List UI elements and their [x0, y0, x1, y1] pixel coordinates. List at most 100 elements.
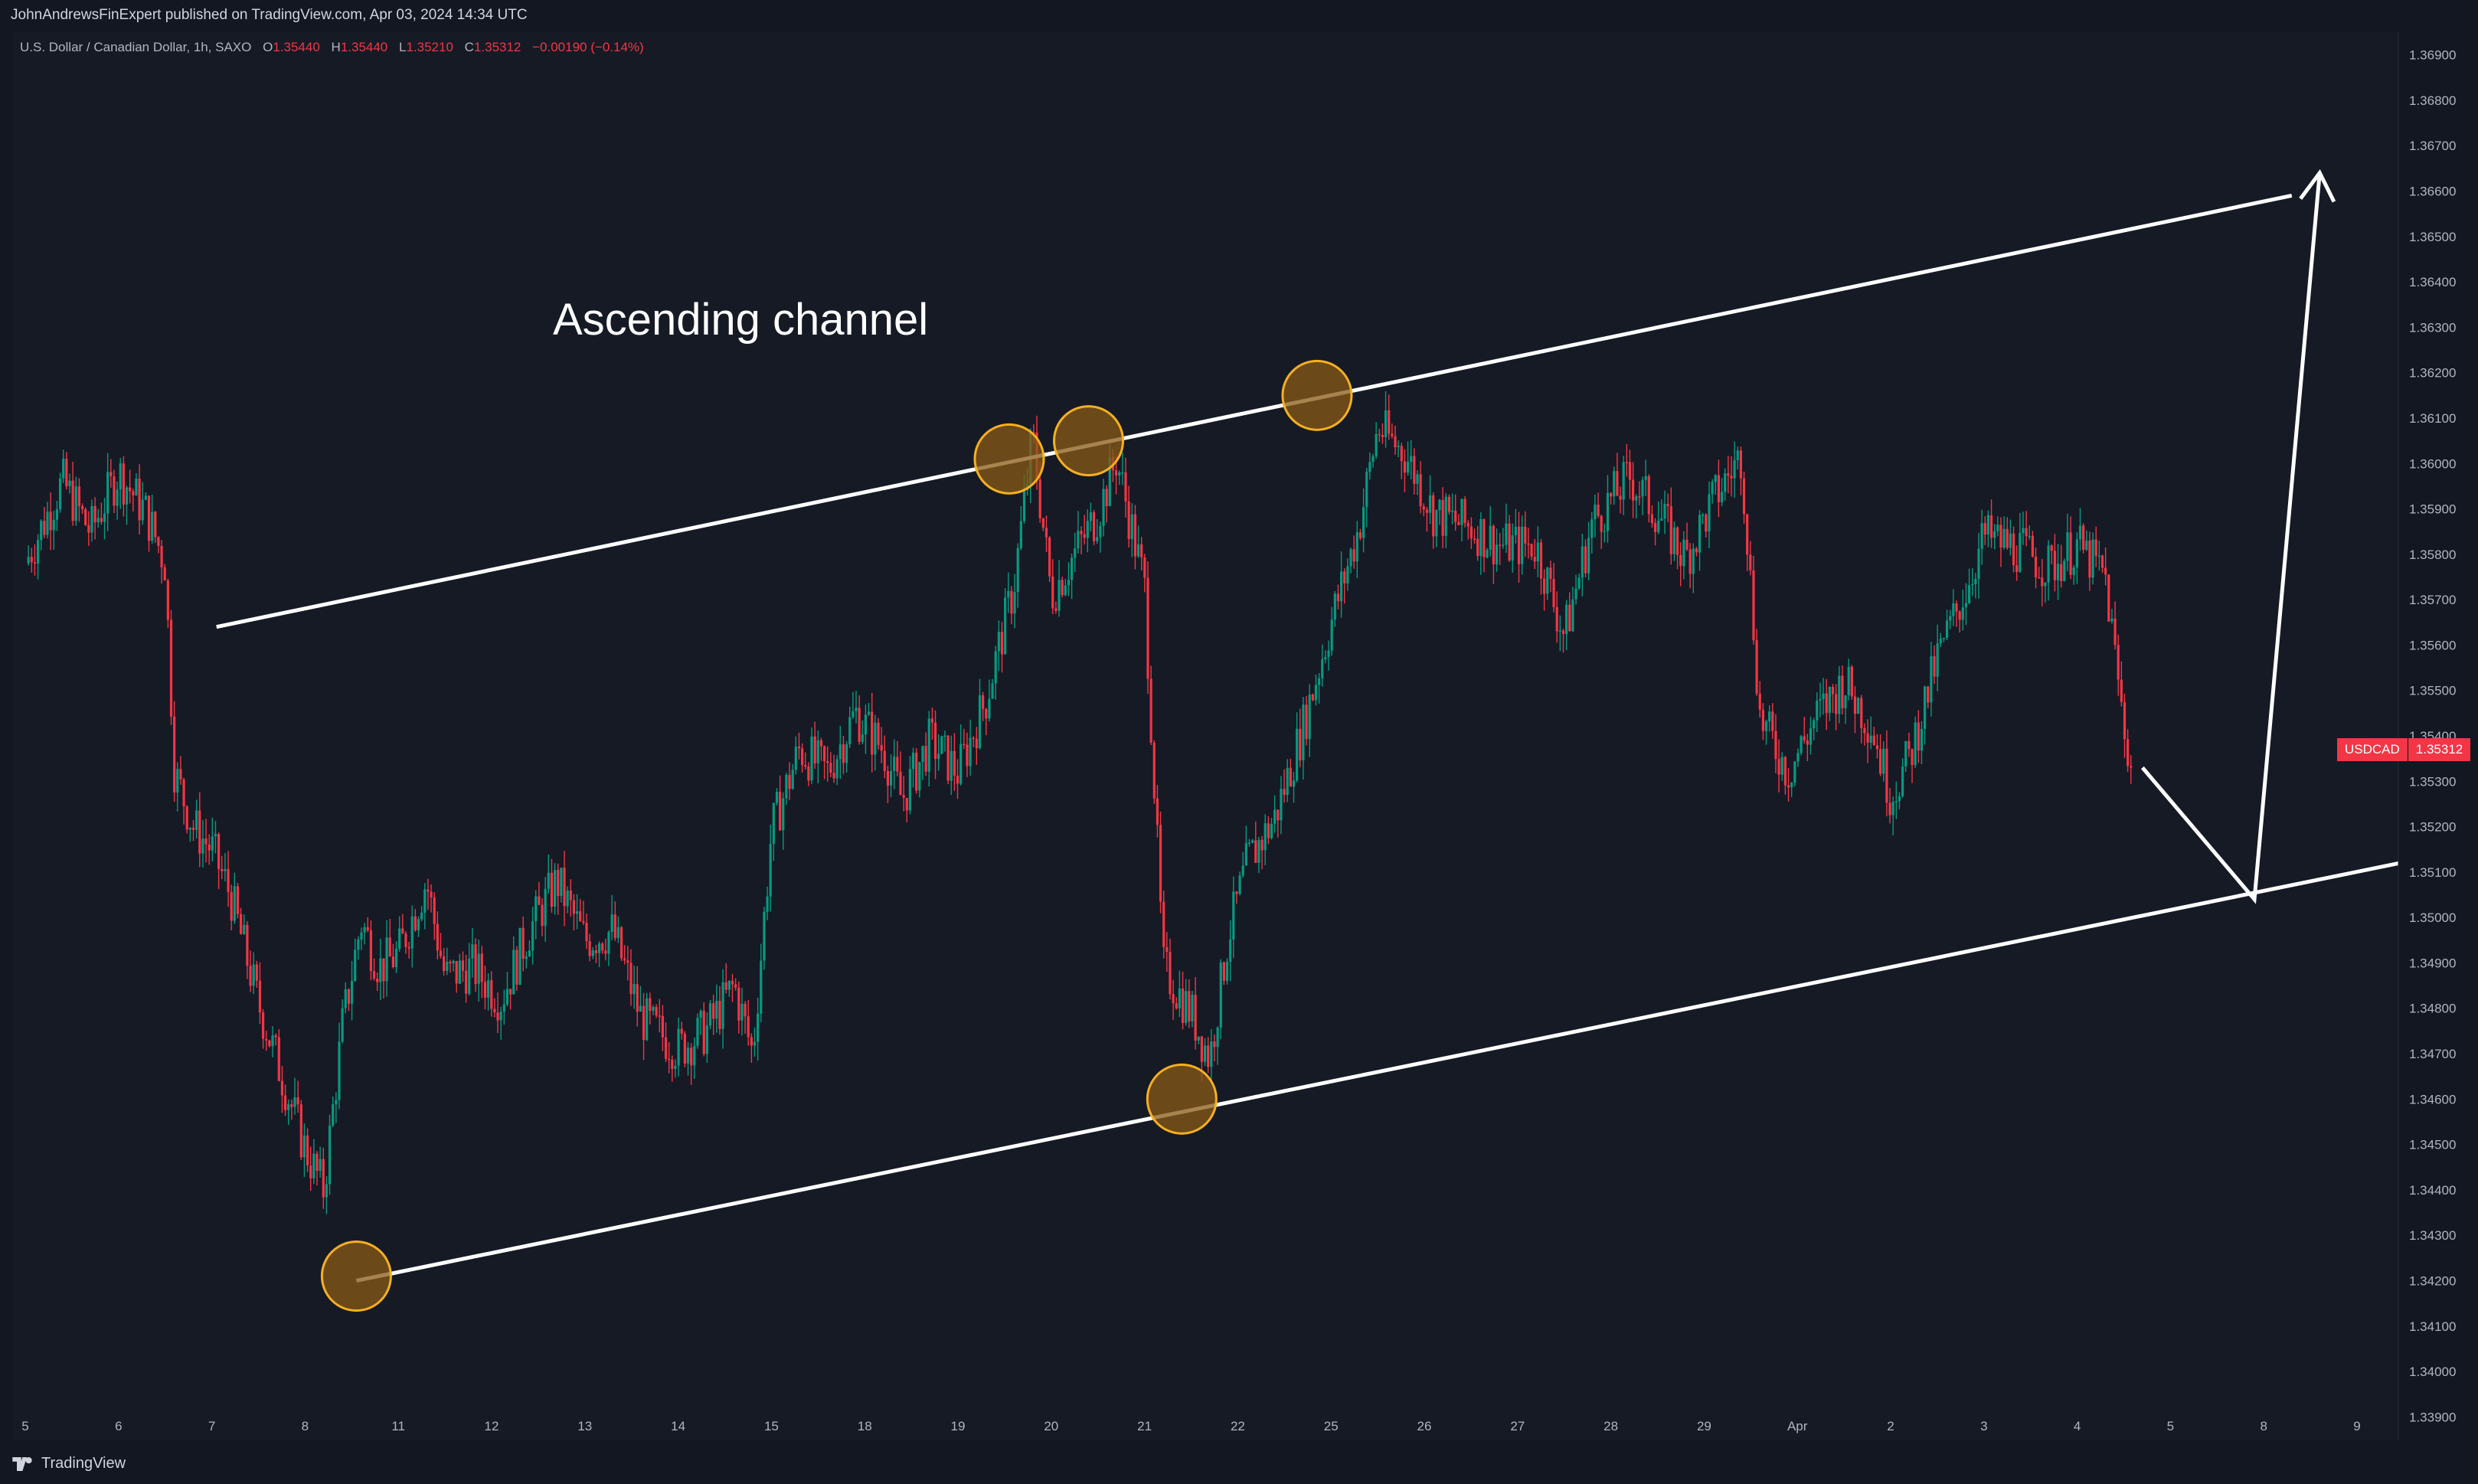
candle-body	[1165, 946, 1169, 953]
candle-body	[544, 888, 547, 927]
candle-body	[1460, 498, 1463, 525]
candle-body	[721, 982, 724, 1029]
candle-body	[915, 752, 918, 791]
candle-body	[1314, 685, 1318, 701]
candle-body	[668, 1058, 671, 1061]
candle-body	[1247, 842, 1251, 844]
candle-body	[1831, 686, 1835, 695]
candle-body	[1908, 740, 1911, 750]
candle-body	[674, 1065, 677, 1069]
candle-body	[2047, 545, 2050, 583]
candle-body	[1156, 798, 1159, 825]
candle-body	[1077, 531, 1080, 549]
candle-body	[880, 744, 883, 751]
candle-body	[1539, 542, 1543, 579]
price-tick-label: 1.36900	[2409, 48, 2456, 63]
candle-body	[804, 765, 807, 767]
candle-body	[807, 766, 810, 781]
price-tick-label: 1.34300	[2409, 1228, 2456, 1243]
candle-body	[528, 950, 531, 957]
candle-body	[1454, 510, 1457, 522]
candle-body	[388, 937, 391, 957]
candle-body	[607, 932, 610, 954]
candle-body	[1048, 537, 1051, 577]
candle-body	[1296, 728, 1299, 781]
candle-body	[201, 838, 204, 854]
candle-body	[490, 980, 493, 1009]
time-tick-label: 26	[1417, 1419, 1432, 1433]
candle-body	[176, 769, 179, 793]
candle-body	[997, 632, 1000, 652]
candle-body	[1958, 611, 1961, 620]
candle-body	[182, 779, 185, 807]
price-tick-label: 1.36500	[2409, 230, 2456, 244]
projection-arrowhead	[2299, 169, 2336, 203]
candle-body	[766, 896, 769, 912]
candle-body	[144, 495, 147, 500]
candle-body	[2082, 525, 2085, 550]
candle-body	[1685, 539, 1689, 550]
ascending-channel-label[interactable]: Ascending channel	[553, 295, 929, 345]
candle-body	[953, 750, 956, 776]
candle-body	[1054, 608, 1058, 611]
candle-body	[1679, 554, 1682, 567]
candle-body	[1346, 566, 1349, 583]
price-tick-label: 1.36600	[2409, 185, 2456, 199]
tradingview-logo[interactable]: TradingView	[12, 1455, 126, 1473]
candle-body	[1983, 523, 1986, 535]
candle-body	[1724, 473, 1727, 492]
candle-body	[357, 939, 360, 950]
candle-body	[1647, 476, 1650, 515]
candle-body	[1590, 519, 1594, 538]
candle-body	[918, 762, 921, 791]
candle-body	[642, 1005, 646, 1041]
candle-body	[258, 980, 262, 1013]
candle-body	[1866, 733, 1869, 743]
candle-body	[420, 912, 423, 920]
candle-body	[1933, 656, 1936, 677]
instrument-name: U.S. Dollar / Canadian Dollar, 1h, SAXO	[20, 40, 252, 54]
candle-body	[1980, 523, 1983, 549]
candle-body	[750, 1037, 753, 1046]
channel-lower-line	[355, 856, 2423, 1283]
candle-body	[629, 963, 633, 995]
candle-body	[1311, 695, 1314, 701]
candle-body	[446, 962, 449, 972]
candle-body	[1318, 678, 1321, 685]
candle-body	[1749, 554, 1752, 570]
candle-body	[84, 509, 87, 525]
badge-symbol: USDCAD	[2337, 738, 2408, 761]
candle-body	[1305, 704, 1308, 740]
candle-body	[718, 1001, 721, 1029]
candle-body	[696, 1018, 699, 1046]
candle-body	[2015, 565, 2019, 572]
candle-body	[1577, 577, 1581, 589]
candle-body	[1241, 865, 1244, 876]
candle-body	[1375, 433, 1378, 456]
candle-body	[1758, 693, 1761, 710]
candle-body	[753, 1041, 757, 1046]
chart-area[interactable]	[14, 32, 2398, 1440]
candle-body	[2002, 528, 2006, 548]
candle-body	[871, 711, 874, 755]
candle-body	[113, 476, 116, 506]
candle-body	[1444, 496, 1447, 536]
candle-body	[1140, 544, 1143, 557]
candle-body	[1603, 531, 1606, 532]
candle-body	[858, 708, 861, 742]
candle-body	[1222, 962, 1225, 981]
candle-body	[560, 868, 563, 897]
candle-body	[943, 735, 946, 737]
candle-body	[2113, 618, 2117, 646]
price-tick-label: 1.34400	[2409, 1183, 2456, 1198]
candle-body	[1114, 470, 1118, 476]
candle-body	[40, 521, 43, 541]
candle-body	[563, 868, 566, 907]
candle-body	[852, 711, 855, 717]
candle-body	[686, 1048, 690, 1064]
candle-body	[769, 844, 772, 897]
candle-body	[1349, 549, 1352, 567]
candle-body	[1666, 504, 1669, 506]
candle-body	[268, 1040, 271, 1047]
